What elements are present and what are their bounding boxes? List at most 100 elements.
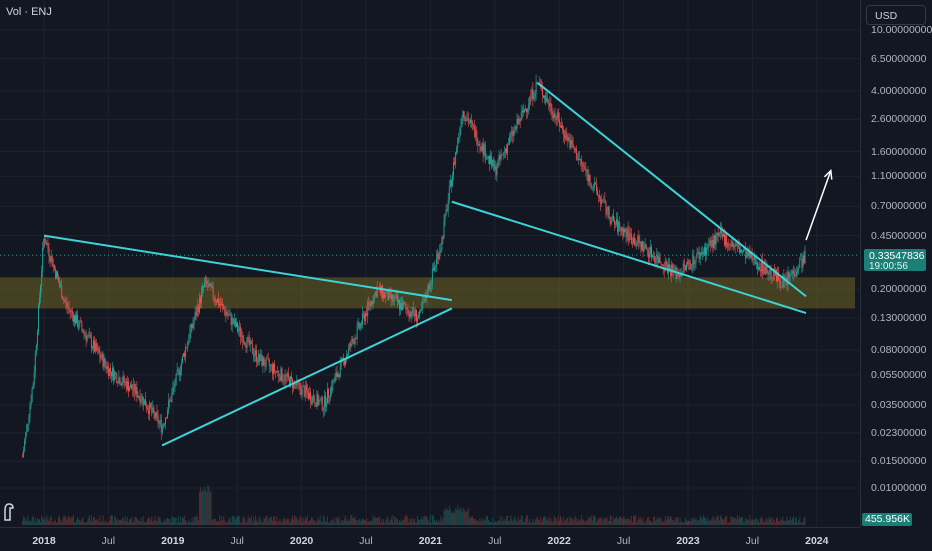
candle-body bbox=[686, 263, 687, 270]
candle-body bbox=[205, 278, 207, 282]
candle-body bbox=[492, 159, 494, 166]
candle-body bbox=[136, 387, 138, 398]
volume-bar bbox=[313, 520, 315, 525]
volume-bar bbox=[45, 520, 47, 525]
candle-body bbox=[644, 244, 646, 249]
volume-bar bbox=[386, 517, 388, 525]
candle-body bbox=[90, 337, 92, 349]
volume-bar bbox=[319, 515, 321, 525]
volume-bar bbox=[576, 521, 578, 525]
candle-body bbox=[278, 371, 280, 377]
candle-body bbox=[752, 259, 754, 261]
volume-bar bbox=[582, 519, 584, 525]
volume-bar bbox=[143, 521, 145, 525]
volume-bar bbox=[252, 517, 254, 525]
volume-bar bbox=[736, 515, 738, 525]
volume-bar bbox=[277, 522, 279, 525]
candle-body bbox=[358, 322, 360, 329]
volume-bar bbox=[556, 521, 558, 525]
volume-bar bbox=[303, 520, 305, 525]
volume-bar bbox=[570, 518, 572, 525]
volume-bar bbox=[230, 522, 232, 525]
candle-body bbox=[353, 340, 355, 345]
volume-bar bbox=[716, 515, 718, 525]
time-tick-label: 2021 bbox=[418, 535, 443, 547]
volume-bar bbox=[633, 515, 634, 525]
volume-bar bbox=[30, 521, 32, 525]
currency-button[interactable]: USD bbox=[866, 5, 926, 25]
volume-bar bbox=[621, 517, 623, 525]
volume-bar bbox=[70, 516, 72, 525]
volume-bar bbox=[504, 521, 506, 525]
volume-bar bbox=[601, 516, 603, 525]
volume-bar bbox=[795, 517, 796, 525]
candle-body bbox=[356, 326, 358, 339]
candle-body bbox=[652, 255, 654, 258]
volume-bar bbox=[161, 521, 163, 525]
candle-body bbox=[542, 86, 543, 96]
candle-body bbox=[254, 355, 255, 356]
candle-body bbox=[434, 266, 435, 271]
candle-body bbox=[388, 290, 390, 301]
volume-bar bbox=[557, 515, 559, 525]
candle-body bbox=[106, 366, 108, 370]
volume-bar bbox=[298, 521, 300, 525]
volume-bar bbox=[575, 517, 577, 525]
candle-body bbox=[638, 236, 640, 244]
candle-body bbox=[256, 350, 258, 362]
candle-body bbox=[389, 290, 391, 292]
volume-bar bbox=[390, 518, 392, 525]
candle-body bbox=[489, 156, 490, 164]
volume-bar bbox=[131, 516, 133, 525]
volume-bar bbox=[124, 516, 126, 525]
time-tick-label: Jul bbox=[745, 535, 760, 547]
candle-body bbox=[64, 299, 66, 302]
candle-body bbox=[560, 126, 561, 128]
candle-body bbox=[264, 365, 266, 367]
volume-bar bbox=[69, 518, 71, 525]
volume-bar bbox=[727, 522, 729, 525]
volume-bar bbox=[679, 517, 681, 525]
price-scale[interactable]: 10.00000000 6.50000000 4.00000000 2.6000000… bbox=[860, 0, 932, 527]
volume-bar bbox=[49, 517, 51, 525]
candle-body bbox=[232, 318, 234, 324]
volume-bar bbox=[76, 519, 78, 525]
candle-body bbox=[236, 322, 237, 327]
volume-bar bbox=[764, 521, 766, 525]
volume-bar bbox=[41, 515, 43, 525]
candle-body bbox=[529, 97, 531, 105]
volume-bar bbox=[151, 516, 153, 525]
candle-body bbox=[493, 159, 495, 170]
candle-body bbox=[549, 103, 551, 107]
candle-body bbox=[53, 264, 55, 269]
candle-body bbox=[438, 253, 440, 259]
chart-plot-area[interactable] bbox=[0, 0, 860, 527]
volume-bar bbox=[455, 508, 457, 525]
candle-body bbox=[682, 263, 684, 272]
volume-bar bbox=[108, 520, 110, 525]
volume-bar bbox=[566, 518, 568, 525]
time-scale[interactable]: 2018 Jul 2019 Jul 2020 Jul 2021 Jul 2022 Jul 2023 J… bbox=[0, 527, 860, 551]
candle-body bbox=[506, 148, 507, 153]
volume-bar bbox=[234, 519, 236, 525]
volume-bar bbox=[769, 518, 771, 525]
volume-bar bbox=[705, 517, 706, 525]
candle-body bbox=[118, 377, 120, 384]
candle-body bbox=[341, 357, 343, 360]
candle-body bbox=[392, 295, 394, 302]
volume-bar bbox=[387, 516, 389, 525]
volume-bar bbox=[236, 516, 237, 525]
volume-bar bbox=[587, 518, 589, 525]
volume-bar bbox=[23, 515, 25, 525]
chart-canvas[interactable] bbox=[0, 0, 860, 527]
candle-body bbox=[564, 135, 566, 139]
volume-bar bbox=[46, 515, 48, 525]
volume-bar bbox=[74, 521, 75, 525]
volume-bar bbox=[663, 521, 665, 525]
volume-bar bbox=[725, 516, 727, 525]
candle-body bbox=[746, 251, 748, 259]
candle-body bbox=[263, 357, 265, 366]
volume-bar bbox=[804, 516, 806, 525]
volume-bar bbox=[338, 516, 340, 525]
volume-bar bbox=[111, 515, 112, 525]
